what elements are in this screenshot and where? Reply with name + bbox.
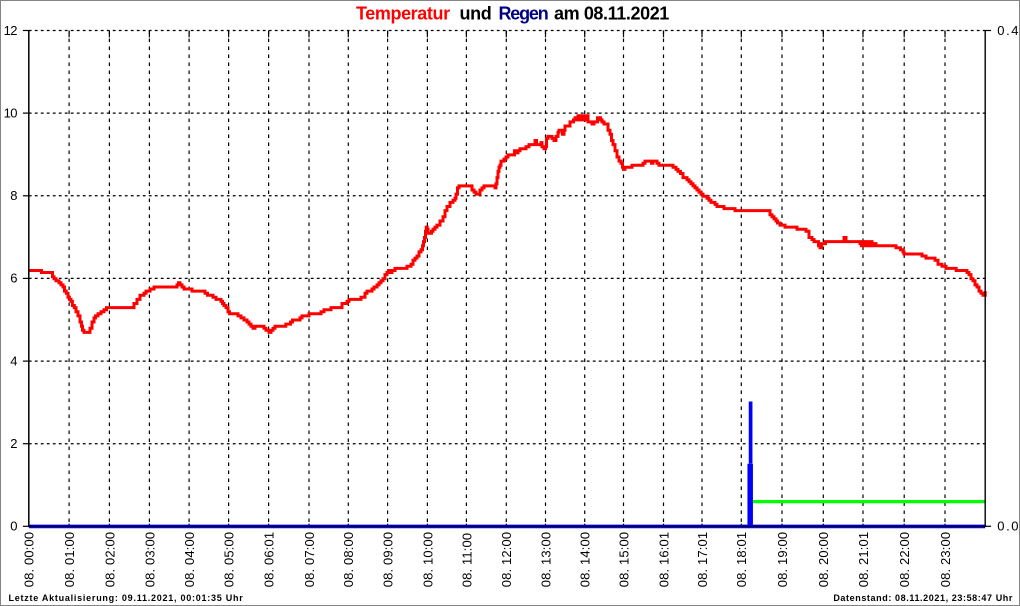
svg-text:08. 01:00: 08. 01:00: [62, 532, 77, 588]
svg-text:am 08.11.2021: am 08.11.2021: [554, 4, 669, 24]
svg-text:08. 02:00: 08. 02:00: [102, 532, 117, 588]
svg-text:08. 08:00: 08. 08:00: [341, 532, 356, 588]
svg-text:4: 4: [10, 353, 17, 368]
svg-text:08. 22:00: 08. 22:00: [897, 532, 912, 588]
svg-text:Regen: Regen: [499, 4, 548, 24]
svg-text:0.4: 0.4: [997, 23, 1020, 38]
svg-text:08. 14:00: 08. 14:00: [578, 532, 593, 588]
svg-text:08. 19:00: 08. 19:00: [775, 532, 790, 588]
svg-text:08. 23:00: 08. 23:00: [938, 532, 953, 588]
svg-text:08. 07:00: 08. 07:00: [302, 532, 317, 588]
svg-text:08. 13:00: 08. 13:00: [538, 532, 553, 588]
svg-text:und: und: [460, 4, 492, 24]
svg-text:Temperatur: Temperatur: [356, 4, 450, 24]
svg-text:08. 09:00: 08. 09:00: [381, 532, 396, 588]
svg-text:08. 05:00: 08. 05:00: [222, 532, 237, 588]
svg-text:08. 17:01: 08. 17:01: [695, 532, 710, 588]
svg-text:08. 15:00: 08. 15:00: [616, 532, 631, 588]
svg-text:08. 10:00: 08. 10:00: [420, 532, 435, 588]
svg-text:0.0: 0.0: [997, 519, 1020, 534]
svg-text:08. 00:00: 08. 00:00: [22, 532, 37, 588]
svg-text:8: 8: [10, 188, 17, 203]
svg-text:2: 2: [10, 436, 17, 451]
svg-text:6: 6: [10, 271, 17, 286]
svg-text:12: 12: [4, 23, 18, 38]
svg-text:08. 18:01: 08. 18:01: [734, 532, 749, 588]
svg-text:10: 10: [4, 105, 18, 120]
svg-text:08. 03:00: 08. 03:00: [142, 532, 157, 588]
svg-text:08. 20:00: 08. 20:00: [816, 532, 831, 588]
svg-text:0: 0: [10, 519, 17, 534]
svg-text:08. 06:01: 08. 06:01: [262, 532, 277, 588]
svg-text:08. 21:01: 08. 21:01: [856, 532, 871, 588]
svg-text:08. 11:00: 08. 11:00: [459, 533, 474, 588]
svg-text:08. 16:01: 08. 16:01: [656, 532, 671, 588]
svg-text:08. 04:00: 08. 04:00: [182, 532, 197, 588]
svg-text:Letzte Aktualisierung: 09.11.2: Letzte Aktualisierung: 09.11.2021, 00:01…: [9, 593, 244, 603]
svg-text:08. 12:00: 08. 12:00: [499, 532, 514, 588]
svg-text:Datenstand: 08.11.2021, 23:58:: Datenstand: 08.11.2021, 23:58:47 Uhr: [833, 593, 1013, 603]
